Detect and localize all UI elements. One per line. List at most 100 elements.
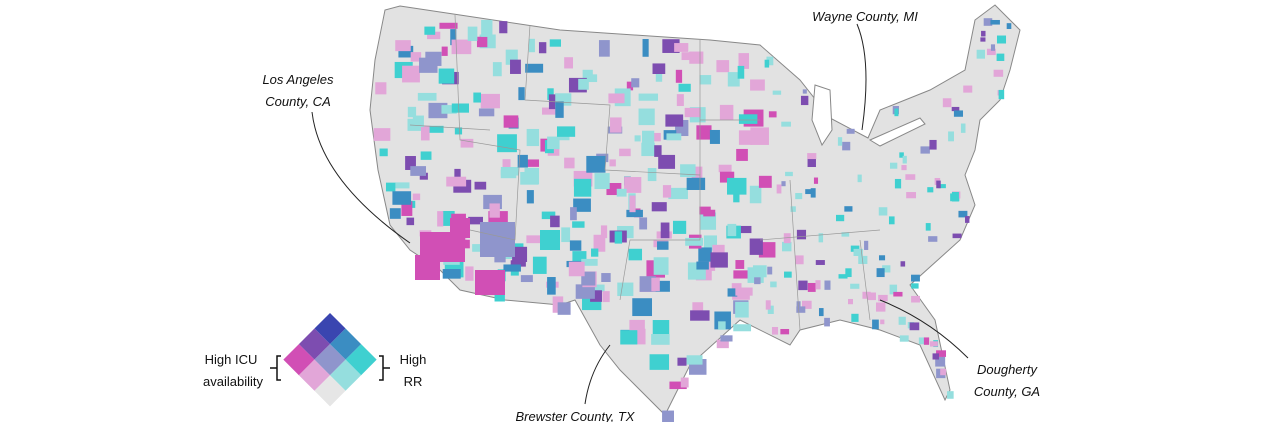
- county: [875, 302, 886, 312]
- county: [556, 126, 576, 137]
- county: [651, 202, 667, 212]
- county: [963, 85, 973, 93]
- county: [680, 164, 696, 178]
- county: [990, 44, 996, 51]
- county: [857, 174, 862, 183]
- county: [905, 174, 916, 180]
- county: [923, 337, 930, 345]
- county: [412, 193, 421, 201]
- legend-grid: [283, 313, 377, 407]
- us-outline: [369, 4, 1021, 416]
- county: [652, 63, 666, 74]
- county: [564, 57, 574, 69]
- county: [600, 225, 608, 239]
- county: [727, 288, 738, 297]
- county: [754, 274, 761, 285]
- county: [503, 264, 521, 272]
- county: [619, 148, 631, 157]
- county: [510, 59, 521, 74]
- county: [867, 292, 876, 301]
- counties: [373, 18, 1012, 422]
- county: [497, 134, 517, 153]
- county: [678, 83, 691, 92]
- county: [674, 43, 689, 52]
- county: [474, 181, 487, 190]
- county: [500, 169, 517, 179]
- county: [451, 103, 469, 113]
- legend-label: High: [400, 352, 427, 367]
- county: [864, 240, 869, 250]
- county: [676, 94, 684, 107]
- county: [681, 52, 690, 61]
- county: [642, 39, 649, 57]
- county: [541, 211, 556, 220]
- county: [626, 209, 643, 218]
- county: [801, 300, 812, 309]
- county: [899, 152, 904, 158]
- county: [653, 257, 669, 275]
- county: [727, 72, 740, 87]
- county: [480, 222, 515, 257]
- county: [936, 180, 941, 189]
- county: [675, 69, 683, 83]
- county: [918, 337, 925, 345]
- county: [654, 145, 662, 157]
- county: [610, 117, 622, 133]
- county: [958, 210, 968, 218]
- county: [510, 260, 526, 267]
- county: [478, 108, 495, 117]
- county: [417, 92, 437, 101]
- county: [735, 225, 752, 234]
- county: [733, 270, 752, 279]
- county: [460, 138, 474, 148]
- county: [911, 283, 919, 289]
- county: [375, 82, 387, 95]
- county: [462, 239, 470, 249]
- county: [783, 233, 791, 244]
- county: [719, 104, 734, 121]
- county: [686, 177, 706, 190]
- lake-erie: [868, 117, 926, 147]
- county: [547, 88, 554, 100]
- legend-label: High ICU: [205, 352, 258, 367]
- county: [882, 265, 891, 273]
- county: [677, 357, 687, 366]
- county: [395, 40, 411, 52]
- county: [696, 261, 709, 270]
- county: [655, 280, 670, 292]
- county: [940, 368, 947, 376]
- county: [626, 81, 634, 91]
- county: [953, 110, 964, 117]
- county: [454, 127, 463, 135]
- county: [616, 188, 627, 197]
- county: [424, 26, 436, 35]
- county: [586, 155, 606, 173]
- county: [878, 207, 888, 216]
- county: [750, 127, 769, 145]
- county: [561, 227, 571, 243]
- county: [718, 321, 726, 330]
- county: [807, 153, 817, 160]
- county: [658, 154, 676, 169]
- county: [767, 305, 774, 314]
- county: [475, 270, 505, 295]
- county: [911, 274, 920, 282]
- county: [952, 233, 962, 239]
- county: [889, 284, 898, 295]
- county: [438, 68, 455, 84]
- county: [450, 218, 470, 238]
- county: [965, 216, 970, 223]
- county: [824, 280, 831, 290]
- county: [410, 166, 427, 176]
- county: [590, 290, 602, 302]
- county: [758, 175, 772, 188]
- county: [638, 108, 655, 126]
- county: [524, 167, 540, 184]
- county: [838, 274, 848, 279]
- county: [569, 240, 582, 251]
- county: [594, 173, 610, 190]
- county: [738, 130, 753, 145]
- county: [932, 353, 939, 360]
- county: [526, 190, 534, 204]
